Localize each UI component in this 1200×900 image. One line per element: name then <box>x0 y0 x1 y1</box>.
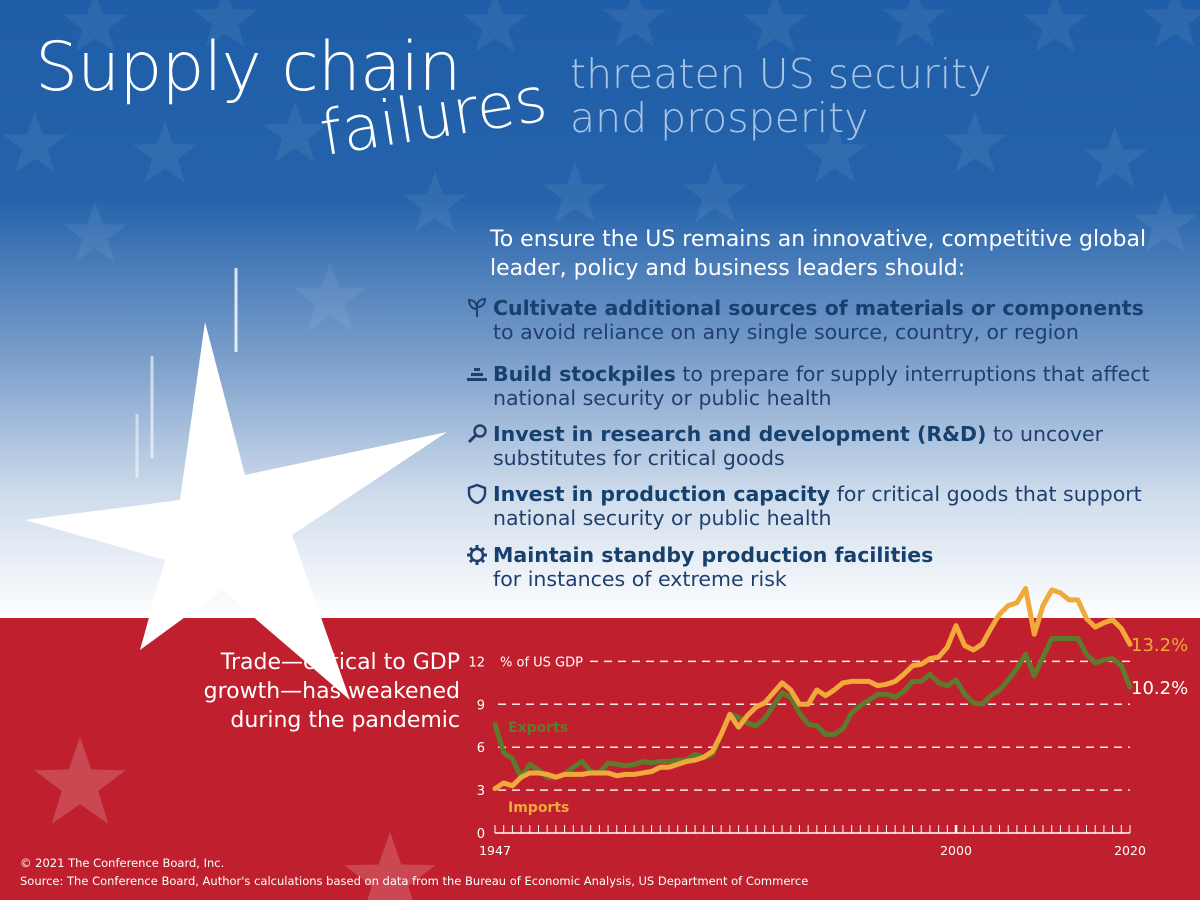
end-value-label-exports: 10.2% <box>1131 678 1188 699</box>
recommendation-item: Maintain standby production facilities fo… <box>466 543 1186 591</box>
subtitle: threaten US security and prosperity <box>570 52 991 140</box>
y-tick-label: 3 <box>477 784 485 799</box>
shield-icon <box>467 483 487 505</box>
magnifier-icon <box>467 424 487 444</box>
y-tick-label: 9 <box>477 698 485 713</box>
y-tick-label: 6 <box>477 741 485 756</box>
recommendation-rest: for instances of extreme risk <box>493 567 787 591</box>
recommendation-rest: for critical goods that support national… <box>493 482 1142 530</box>
gear-icon <box>467 545 487 565</box>
end-value-label-imports: 13.2% <box>1131 635 1188 656</box>
y-tick-label: 12 <box>468 655 485 670</box>
footer-copyright: © 2021 The Conference Board, Inc. <box>20 856 225 870</box>
recommendation-rest: to prepare for supply interruptions that… <box>493 362 1150 410</box>
footer-source: Source: The Conference Board, Author's c… <box>20 874 809 888</box>
trade-caption: Trade—critical to GDP growth—has weakene… <box>203 650 460 733</box>
title-line-1: Supply chain <box>35 28 461 107</box>
series-line-exports <box>492 636 1133 780</box>
stockpile-icon <box>467 368 487 381</box>
series-line-imports <box>492 585 1133 792</box>
y-axis-label: % of US GDP <box>500 655 583 670</box>
recommendation-rest: to uncover substitutes for critical good… <box>493 422 1104 470</box>
large-star-graphic <box>25 268 447 700</box>
recommendation-item: Build stockpiles to prepare for supply i… <box>466 362 1186 410</box>
subtitle-line-a: threaten US security <box>570 50 992 98</box>
recommendation-bold: Cultivate additional sources of material… <box>493 296 1144 320</box>
recommendation-rest: to avoid reliance on any single source, … <box>493 320 1079 344</box>
seedling-icon <box>467 297 487 317</box>
recommendation-bold: Build stockpiles <box>493 362 676 386</box>
x-tick-label: 2000 <box>940 843 972 858</box>
legend-label-imports: Imports <box>508 800 569 816</box>
subtitle-line-b: and prosperity <box>570 94 869 142</box>
intro-text: To ensure the US remains an innovative, … <box>490 227 1147 281</box>
recommendation-bold: Invest in production capacity <box>493 482 831 506</box>
recommendation-bold: Maintain standby production facilities <box>493 543 934 567</box>
x-tick-label: 1947 <box>479 843 511 858</box>
recommendation-bold: Invest in research and development (R&D) <box>493 422 987 446</box>
y-tick-label: 0 <box>477 827 485 842</box>
legend-label-exports: Exports <box>508 720 568 736</box>
recommendation-item: Cultivate additional sources of material… <box>466 296 1186 344</box>
recommendation-item: Invest in research and development (R&D)… <box>466 422 1186 470</box>
recommendation-item: Invest in production capacity for critic… <box>466 482 1186 530</box>
x-tick-label: 2020 <box>1114 843 1146 858</box>
